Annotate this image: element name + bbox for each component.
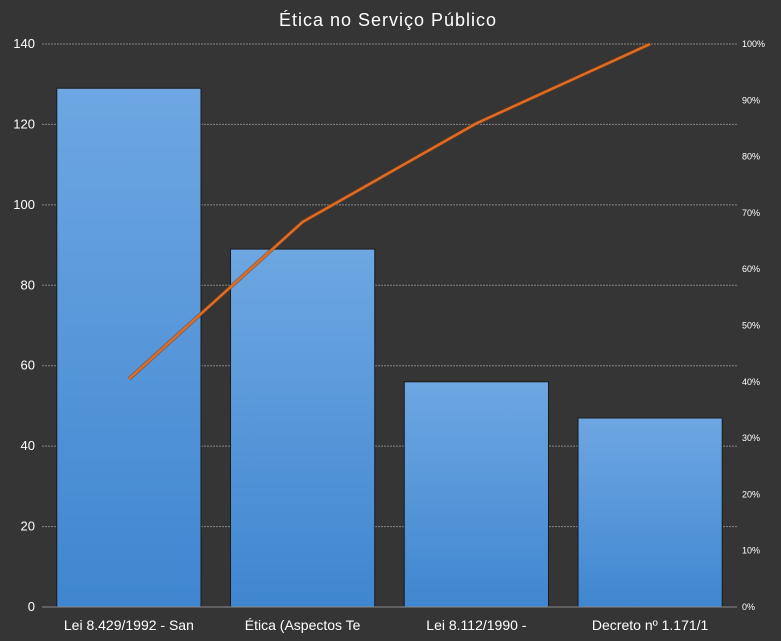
cumulative-line — [128, 42, 651, 380]
left-tick-label: 60 — [21, 358, 35, 373]
right-tick-label: 20% — [742, 489, 760, 499]
left-y-axis: 0 20 40 60 80 100 120 140 — [13, 36, 35, 614]
right-tick-label: 100% — [742, 39, 765, 49]
right-tick-label: 10% — [742, 546, 760, 556]
right-tick-label: 70% — [742, 208, 760, 218]
left-tick-label: 80 — [21, 277, 35, 292]
category-label: Ética (Aspectos Te — [245, 617, 361, 633]
line-shadow — [127, 42, 651, 381]
left-tick-label: 120 — [13, 116, 35, 131]
left-tick-label: 140 — [13, 36, 35, 51]
category-label: Decreto nº 1.171/1 — [592, 617, 709, 633]
bar — [577, 417, 723, 608]
left-tick-label: 40 — [21, 438, 35, 453]
right-y-axis: 0% 10% 20% 30% 40% 50% 60% 70% 80% 90% 100% — [742, 39, 765, 612]
right-tick-label: 90% — [742, 95, 760, 105]
x-axis: Lei 8.429/1992 - San Ética (Aspectos Te Le… — [64, 617, 709, 633]
left-tick-label: 20 — [21, 519, 35, 534]
right-tick-label: 0% — [742, 602, 755, 612]
left-tick-label: 0 — [28, 599, 35, 614]
cumulative-line-series — [127, 42, 651, 381]
bar — [230, 248, 376, 608]
right-tick-label: 80% — [742, 152, 760, 162]
right-tick-label: 30% — [742, 433, 760, 443]
left-tick-label: 100 — [13, 197, 35, 212]
bar-series — [42, 87, 737, 608]
bar — [56, 87, 202, 608]
chart-title: Ética no Serviço Público — [279, 10, 497, 30]
category-label: Lei 8.429/1992 - San — [64, 617, 194, 633]
right-tick-label: 40% — [742, 377, 760, 387]
category-label: Lei 8.112/1990 - — [426, 617, 526, 633]
bar — [403, 381, 549, 608]
right-tick-label: 60% — [742, 264, 760, 274]
right-tick-label: 50% — [742, 321, 760, 331]
